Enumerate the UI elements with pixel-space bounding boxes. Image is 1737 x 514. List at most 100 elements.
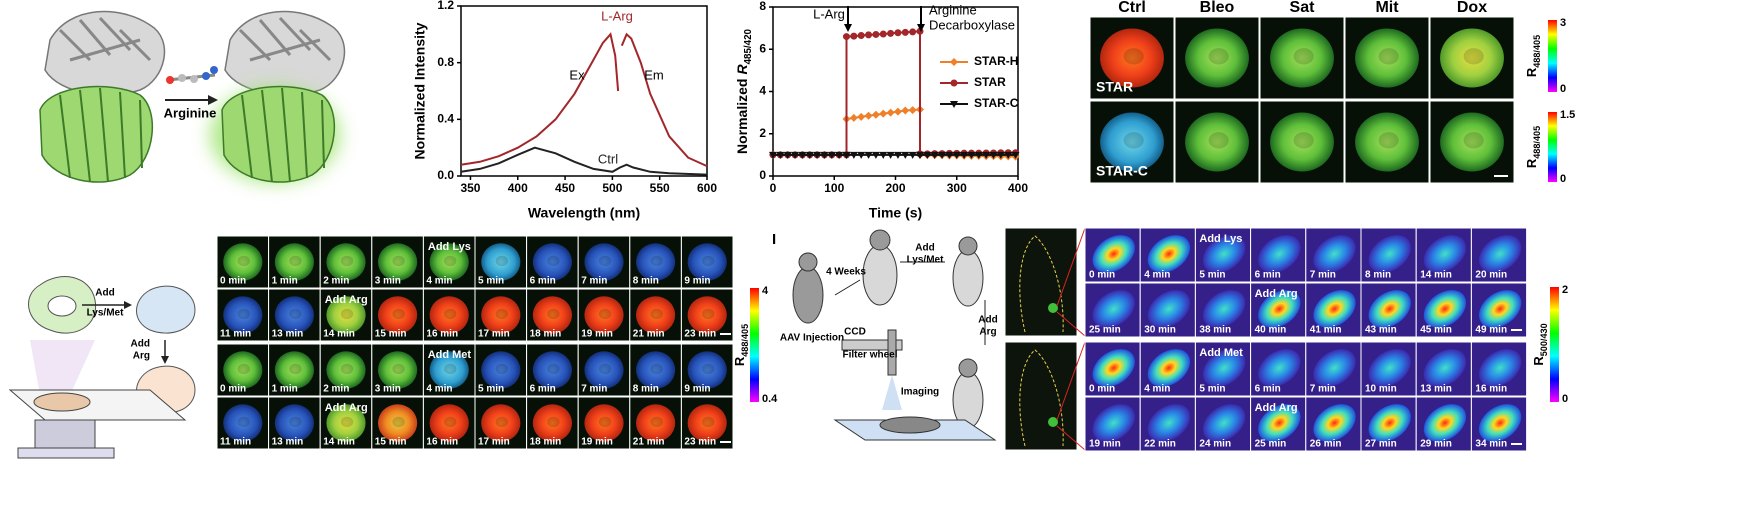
marker (865, 31, 873, 39)
y-tick-label: 0.4 (437, 112, 454, 126)
image-signal (635, 404, 676, 442)
marker (842, 151, 851, 159)
time-label: 8 min (633, 384, 659, 395)
colorbar-max: 1.5 (1560, 109, 1575, 121)
image-signal (326, 404, 366, 442)
x-tick-label: 450 (555, 181, 575, 195)
time-label: 14 min (323, 329, 355, 340)
marker (835, 151, 844, 159)
colorbar-min: 0.4 (762, 393, 778, 405)
image-nucleus (237, 255, 251, 267)
image-nucleus (1208, 48, 1229, 65)
zoom-line (1056, 425, 1086, 451)
column-label: Sat (1290, 0, 1316, 16)
marker (843, 33, 850, 41)
x-tick-label: 550 (650, 181, 670, 195)
image-signal (1478, 235, 1522, 273)
image-nucleus (702, 416, 715, 428)
time-label: 14 min (1420, 270, 1452, 281)
image-signal (584, 296, 624, 334)
time-label: 20 min (1475, 270, 1507, 281)
image-signal (584, 351, 624, 389)
colorbar-label-part: R (1524, 158, 1539, 168)
marker (945, 151, 954, 159)
colorbar-label-part: 500/430 (1539, 323, 1549, 356)
time-label: 17 min (478, 329, 510, 340)
image-signal (635, 351, 676, 389)
marker (849, 113, 858, 122)
image-signal (274, 351, 315, 389)
image-signal (481, 351, 521, 389)
image-signal (377, 404, 418, 442)
legend-label: STAR-C (974, 96, 1019, 110)
image-signal (687, 243, 727, 281)
image-nucleus (547, 363, 560, 375)
colorbar (1548, 112, 1557, 182)
image-signal (326, 351, 366, 389)
image-nucleus (444, 255, 457, 267)
schematic-label: Add (95, 288, 114, 299)
image-signal (223, 296, 263, 334)
annotation: Arginine (929, 2, 977, 17)
image-signal (687, 296, 727, 334)
x-tick-label: 300 (947, 181, 967, 195)
image-signal (1258, 404, 1301, 442)
mouse-image (1004, 341, 1078, 451)
image-signal (1478, 404, 1522, 442)
schematic-label: Arg (979, 327, 996, 338)
zoom-line (1056, 311, 1086, 337)
y-axis-label: Normalized Intensity (412, 22, 428, 159)
image-signal (1202, 235, 1246, 273)
image-nucleus (392, 416, 405, 428)
image-signal (1355, 28, 1419, 88)
marker (791, 151, 800, 159)
time-label: 19 min (581, 329, 613, 340)
time-label: 2 min (323, 384, 349, 395)
marker (893, 151, 902, 159)
image-nucleus (650, 308, 663, 320)
series-label: L-Arg (601, 8, 633, 23)
time-label: 5 min (478, 276, 504, 287)
image-signal (1423, 290, 1467, 328)
image-nucleus (650, 363, 663, 375)
time-label: 5 min (1199, 384, 1225, 395)
schematic-label: Add (131, 339, 150, 350)
time-label: 9 min (684, 384, 710, 395)
image-nucleus (289, 308, 302, 320)
marker (982, 151, 991, 159)
time-label: 1 min (272, 276, 298, 287)
time-label: 29 min (1420, 439, 1452, 450)
image-signal (1092, 235, 1135, 273)
marker (857, 32, 865, 40)
time-label: 1 min (272, 384, 298, 395)
image-nucleus (495, 255, 509, 267)
time-label: 19 min (581, 437, 613, 448)
image-signal (1185, 112, 1249, 172)
column-label: Mit (1375, 0, 1399, 16)
marker (901, 28, 909, 36)
image-signal (1423, 404, 1467, 442)
image-signal (1092, 404, 1135, 442)
time-label: 13 min (272, 329, 304, 340)
zoom-line (1056, 341, 1086, 421)
time-label: 38 min (1199, 325, 1231, 336)
time-label: 4 min (426, 276, 452, 287)
time-label: 4 min (1144, 384, 1170, 395)
image-signal (223, 404, 263, 442)
schematic-label: 4 Weeks (826, 267, 866, 278)
marker (893, 107, 902, 116)
time-label: 43 min (1365, 325, 1397, 336)
time-label: 16 min (1475, 384, 1507, 395)
x-tick-label: 350 (460, 181, 480, 195)
series-line (460, 32, 708, 168)
image-signal (274, 243, 315, 281)
image-signal (1202, 349, 1246, 387)
time-label: 30 min (1144, 325, 1176, 336)
marker (864, 151, 873, 159)
time-label: 34 min (1475, 439, 1507, 450)
time-label: 11 min (220, 329, 251, 340)
mouse-signal (1048, 417, 1058, 427)
time-label: 25 min (1255, 439, 1287, 450)
image-signal (1092, 349, 1135, 387)
event-label: Add Lys (1199, 233, 1242, 245)
